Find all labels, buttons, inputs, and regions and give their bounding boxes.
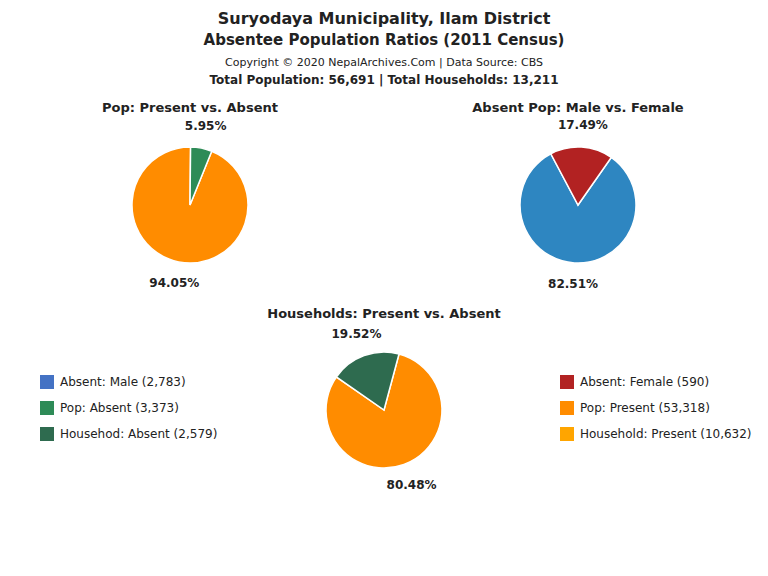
legend-swatch — [40, 427, 54, 441]
legend-label: Absent: Female (590) — [580, 375, 709, 389]
pie: Pop: Present vs. Absent 94.05% 5.95% — [102, 100, 278, 290]
legend-label: Pop: Absent (3,373) — [60, 401, 179, 415]
pie-slice — [190, 147, 212, 205]
data-label: 94.05% — [149, 276, 199, 290]
pie-slice — [132, 147, 248, 263]
legend-label: Household: Present (10,632) — [580, 427, 752, 441]
legend-swatch — [40, 401, 54, 415]
pie-slice — [336, 352, 399, 410]
annotation: Total Population: 56,691 | Total Househo… — [210, 73, 559, 87]
legend-swatch — [560, 401, 574, 415]
legend-swatch — [560, 375, 574, 389]
data-label: 80.48% — [387, 478, 437, 492]
pie-title: Pop: Present vs. Absent — [102, 100, 278, 115]
pie: Households: Present vs. Absent 80.48% 19.5… — [267, 306, 500, 492]
pie-slice — [551, 147, 611, 205]
data-label: 17.49% — [558, 118, 608, 132]
legend-label: Househod: Absent (2,579) — [60, 427, 217, 441]
title: Suryodaya Municipality, Ilam District — [218, 9, 551, 28]
chart: Suryodaya Municipality, Ilam District Abs… — [0, 0, 768, 576]
data-label: 5.95% — [185, 119, 227, 133]
legend-swatch — [560, 427, 574, 441]
annotation: Copyright © 2020 NepalArchives.Com | Dat… — [225, 56, 543, 69]
background — [0, 0, 768, 576]
data-label: 82.51% — [548, 277, 598, 291]
pie: Absent Pop: Male vs. Female 82.51% 17.49% — [472, 100, 684, 291]
data-label: 19.52% — [331, 327, 381, 341]
pie-title: Absent Pop: Male vs. Female — [472, 100, 684, 115]
subtitle: Absentee Population Ratios (2011 Census) — [204, 31, 565, 49]
legend-label: Pop: Present (53,318) — [580, 401, 710, 415]
legend-label: Absent: Male (2,783) — [60, 375, 186, 389]
legend-swatch — [40, 375, 54, 389]
legend: Absent: Male (2,783) Absent: Female (590)… — [40, 375, 752, 442]
pie-title: Households: Present vs. Absent — [267, 306, 500, 321]
